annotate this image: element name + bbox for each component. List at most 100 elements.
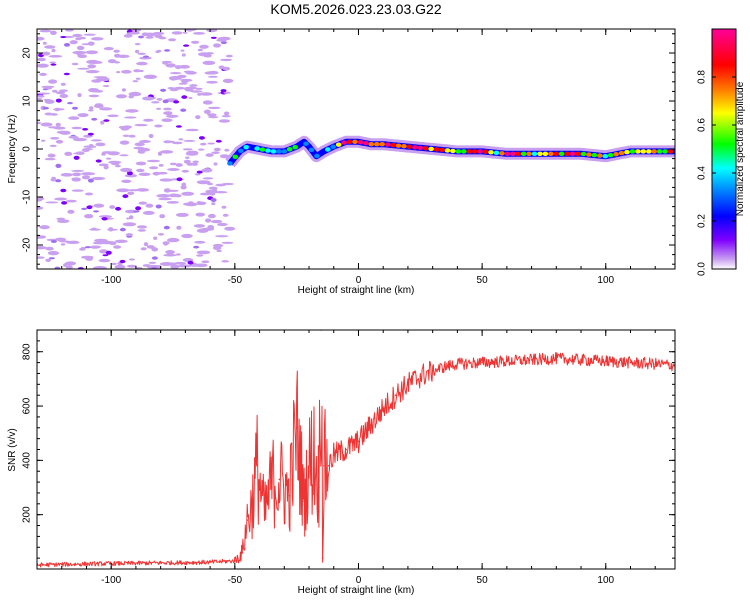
ridge-segment: [379, 142, 386, 147]
noise-speckle: [211, 151, 220, 154]
noise-speckle: [60, 188, 67, 193]
ridge-segment: [520, 151, 527, 156]
noise-speckle: [178, 64, 190, 69]
noise-speckle: [219, 154, 230, 159]
noise-speckle: [180, 108, 187, 112]
snr-point: [241, 551, 243, 554]
ridge-segment: [341, 140, 347, 145]
noise-speckle: [135, 206, 142, 211]
ridge-segment: [444, 148, 451, 153]
noise-speckle: [103, 165, 109, 170]
spectrogram-xtick-label: 50: [477, 275, 489, 286]
noise-speckle: [93, 210, 99, 213]
noise-speckle: [187, 260, 194, 265]
ridge-segment: [352, 139, 358, 144]
noise-speckle: [69, 40, 78, 45]
noise-speckle: [115, 164, 121, 168]
noise-speckle: [201, 260, 210, 264]
noise-speckle: [41, 51, 51, 56]
noise-speckle: [222, 66, 231, 71]
noise-speckle: [224, 226, 236, 231]
noise-speckle: [201, 168, 213, 173]
ridge-segment: [384, 142, 391, 147]
noise-speckle: [196, 250, 211, 255]
noise-speckle: [216, 249, 222, 253]
noise-speckle: [207, 142, 215, 145]
noise-speckle: [199, 92, 213, 96]
noise-speckle: [89, 106, 94, 110]
spectrogram-ytick-label: -20: [22, 237, 33, 252]
noise-speckle: [166, 114, 179, 118]
ridge-segment: [428, 146, 435, 152]
noise-speckle: [45, 246, 54, 251]
noise-speckle: [51, 176, 56, 180]
noise-speckle: [156, 49, 162, 53]
noise-speckle: [37, 92, 50, 95]
snr-point: [328, 465, 330, 467]
noise-speckle: [185, 128, 199, 132]
noise-speckle: [75, 151, 85, 155]
noise-speckle: [105, 250, 112, 255]
snr-frame: [36, 329, 676, 570]
ridge-segment: [591, 152, 598, 158]
snr-point: [321, 557, 324, 559]
ridge-segment: [646, 149, 652, 154]
noise-speckle: [48, 126, 59, 129]
noise-speckle: [59, 131, 70, 134]
noise-speckle: [91, 88, 100, 93]
noise-speckle: [198, 52, 211, 57]
noise-speckle: [154, 124, 163, 128]
noise-speckle: [186, 150, 199, 155]
spectrogram-ylabel: Frequency (Hz): [7, 115, 18, 184]
ridge-segment: [335, 142, 342, 147]
ridge-segment: [607, 153, 614, 158]
noise-speckle: [192, 160, 199, 164]
snr-point: [419, 375, 422, 378]
noise-speckle: [99, 249, 108, 254]
noise-speckle: [191, 40, 200, 44]
noise-speckle: [88, 94, 100, 98]
snr-point: [654, 363, 656, 365]
noise-speckle: [181, 169, 189, 173]
noise-speckle: [55, 179, 62, 183]
ridge-segment: [466, 149, 473, 154]
ridge-segment: [292, 145, 299, 150]
colorbar-tick-label: 0.4: [697, 166, 708, 180]
noise-speckle: [158, 197, 172, 201]
noise-speckle: [39, 29, 52, 33]
ridge-segment: [564, 151, 570, 156]
snr-point: [263, 513, 266, 516]
noise-speckle: [183, 70, 195, 73]
noise-speckle: [143, 74, 157, 80]
noise-speckle: [65, 265, 73, 269]
noise-speckle: [132, 80, 139, 83]
noise-speckle: [103, 119, 110, 122]
snr-point: [629, 361, 632, 364]
noise-speckle: [61, 201, 68, 205]
noise-speckle: [121, 179, 132, 183]
noise-speckle: [207, 113, 217, 117]
noise-speckle: [203, 109, 211, 115]
noise-speckle: [98, 215, 112, 218]
noise-speckle: [218, 119, 230, 123]
noise-speckle: [82, 128, 89, 131]
ridge-segment: [314, 153, 320, 159]
noise-speckle: [196, 180, 211, 185]
spectrogram-xtick-label: 100: [597, 275, 614, 286]
snr-ytick-label: 600: [22, 397, 33, 414]
noise-speckle: [149, 166, 159, 170]
noise-speckle: [39, 225, 50, 230]
noise-speckle: [126, 171, 133, 176]
colorbar-gradient: [711, 28, 737, 270]
noise-speckle: [194, 240, 206, 244]
noise-speckle: [145, 36, 154, 39]
noise-speckle: [215, 139, 222, 143]
noise-speckle: [224, 148, 230, 152]
noise-speckle: [222, 213, 229, 217]
noise-speckle: [143, 55, 149, 58]
noise-speckle: [163, 225, 170, 230]
noise-speckle: [164, 49, 171, 52]
noise-speckle: [135, 161, 147, 166]
ridge-segment: [667, 149, 674, 154]
